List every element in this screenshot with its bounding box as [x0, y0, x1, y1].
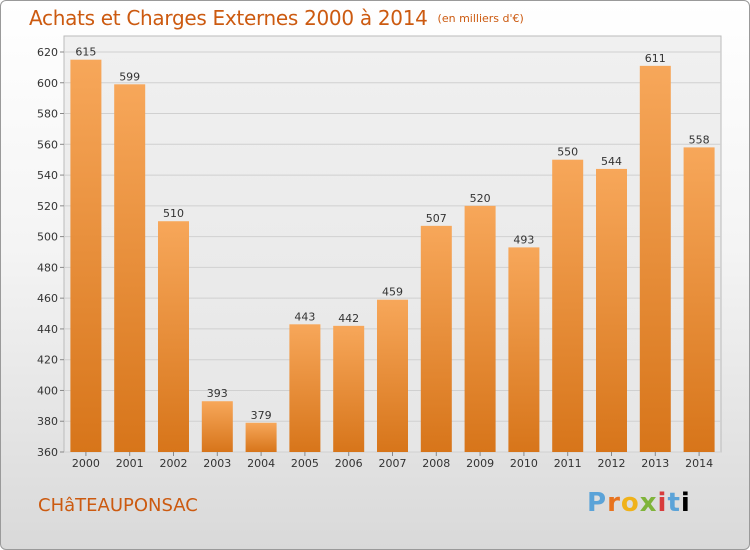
bar-value-label: 615 [75, 46, 96, 59]
bar-value-label: 544 [601, 155, 622, 168]
y-tick-label: 580 [37, 108, 58, 121]
bar-value-label: 558 [689, 133, 710, 146]
bar [508, 247, 540, 452]
chart-title: Achats et Charges Externes 2000 à 2014 (e… [29, 6, 524, 30]
bar [70, 59, 102, 452]
logo-letter: i [657, 488, 668, 518]
bar-value-label: 459 [382, 286, 403, 299]
bar-value-label: 510 [163, 207, 184, 220]
logo-letter: P [587, 488, 608, 518]
chart-title-text: Achats et Charges Externes 2000 à 2014 [29, 6, 428, 30]
y-tick-label: 400 [37, 384, 58, 397]
bar [683, 147, 715, 452]
logo-letter: t [667, 488, 681, 518]
bar [596, 168, 627, 452]
x-tick-label: 2008 [422, 457, 450, 470]
x-tick-label: 2007 [379, 457, 407, 470]
chart-subtitle: (en milliers d'€) [437, 12, 524, 25]
bar [158, 221, 189, 452]
bar [377, 299, 408, 452]
x-tick-label: 2006 [335, 457, 363, 470]
x-tick-label: 2013 [641, 457, 669, 470]
y-tick-label: 440 [37, 323, 58, 336]
bar [245, 422, 277, 452]
bar [289, 324, 321, 452]
y-tick-label: 460 [37, 292, 58, 305]
logo-letter: i [680, 488, 691, 518]
y-tick-label: 540 [37, 169, 58, 182]
commune-name: CHâTEAUPONSAC [38, 495, 198, 516]
x-tick-label: 2000 [72, 457, 100, 470]
x-tick-label: 2004 [247, 457, 275, 470]
bar-value-label: 611 [645, 52, 666, 65]
bar [639, 65, 671, 452]
y-tick-label: 560 [37, 138, 58, 151]
x-tick-label: 2001 [116, 457, 144, 470]
bar [420, 225, 452, 452]
bar-value-label: 442 [338, 312, 359, 325]
logo-letter: x [639, 488, 658, 518]
bar [114, 84, 146, 453]
x-tick-label: 2011 [554, 457, 582, 470]
x-tick-label: 2010 [510, 457, 538, 470]
x-tick-label: 2003 [203, 457, 231, 470]
bar [333, 325, 365, 452]
bar-value-label: 599 [119, 70, 140, 83]
logo-letter: o [620, 488, 640, 518]
bar-value-label: 520 [470, 192, 491, 205]
y-tick-label: 480 [37, 261, 58, 274]
y-tick-label: 360 [37, 446, 58, 459]
bar [552, 159, 584, 452]
y-tick-label: 620 [37, 46, 58, 59]
bar-value-label: 443 [294, 310, 315, 323]
bar-value-label: 507 [426, 212, 447, 225]
x-tick-label: 2005 [291, 457, 319, 470]
bar [201, 401, 233, 452]
x-tick-label: 2002 [160, 457, 188, 470]
y-tick-label: 500 [37, 231, 58, 244]
proxiti-logo: Proxiti [587, 488, 691, 518]
logo-letter: r [607, 488, 621, 518]
bar-value-label: 550 [557, 146, 578, 159]
y-tick-label: 380 [37, 415, 58, 428]
x-tick-label: 2012 [598, 457, 626, 470]
y-tick-label: 600 [37, 77, 58, 90]
x-tick-label: 2009 [466, 457, 494, 470]
bar [464, 205, 496, 452]
bar-value-label: 393 [207, 387, 228, 400]
y-tick-label: 520 [37, 200, 58, 213]
x-tick-label: 2014 [685, 457, 713, 470]
bar-value-label: 493 [513, 233, 534, 246]
y-tick-label: 420 [37, 354, 58, 367]
bar-value-label: 379 [251, 409, 272, 422]
